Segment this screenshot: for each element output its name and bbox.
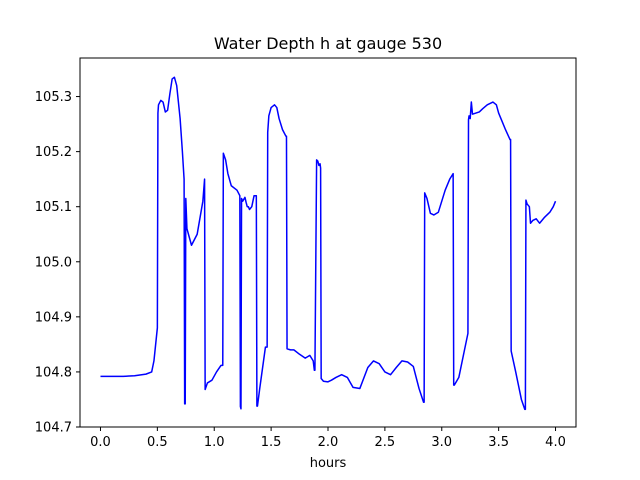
chart-title: Water Depth h at gauge 530 [214,34,442,53]
x-tick-label: 3.5 [488,435,509,450]
x-tick-label: 0.5 [147,435,168,450]
x-tick-label: 1.0 [204,435,225,450]
x-tick-label: 2.5 [375,435,396,450]
y-axis: 104.7 104.8 104.9 105.0 105.1 105.2 105.3 [35,90,80,436]
y-tick-label: 104.9 [35,310,72,325]
series-line-0 [100,76,557,411]
y-tick-label: 105.2 [35,145,72,160]
x-axis-label: hours [310,456,347,471]
x-tick-label: 2.0 [318,435,339,450]
x-tick-label: 1.5 [261,435,282,450]
y-tick-label: 104.8 [35,365,72,380]
y-tick-label: 105.0 [35,255,72,270]
y-tick-label: 105.3 [35,90,72,105]
x-tick-label: 0.0 [90,435,111,450]
y-tick-label: 105.1 [35,200,72,215]
y-tick-label: 104.7 [35,421,72,436]
x-tick-label: 3.0 [431,435,452,450]
x-axis: 0.0 0.5 1.0 1.5 2.0 2.5 3.0 3.5 4.0 [90,427,566,450]
x-tick-label: 4.0 [545,435,566,450]
